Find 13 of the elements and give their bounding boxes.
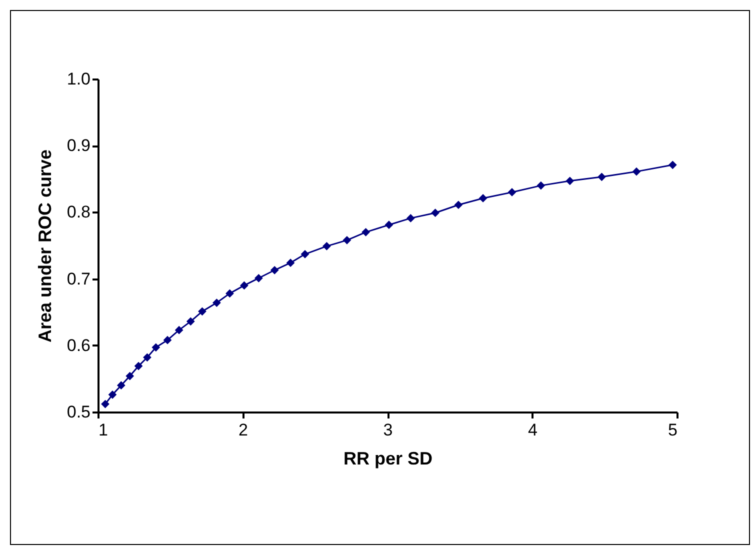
x-tick-label: 3 bbox=[383, 420, 393, 440]
y-tick-label: 0.8 bbox=[66, 202, 90, 222]
y-axis-title: Area under ROC curve bbox=[34, 149, 55, 343]
y-tick-label: 0.5 bbox=[66, 402, 90, 422]
y-tick-label: 1.0 bbox=[66, 70, 90, 88]
x-tick-label: 2 bbox=[238, 420, 248, 440]
x-tick-label: 4 bbox=[528, 420, 538, 440]
y-tick-label: 0.7 bbox=[66, 269, 90, 288]
x-tick-label: 1 bbox=[98, 420, 108, 440]
x-tick-label: 5 bbox=[668, 420, 678, 440]
y-tick-label: 0.9 bbox=[66, 136, 90, 156]
y-tick-label: 0.6 bbox=[66, 336, 90, 355]
x-axis-title: RR per SD bbox=[343, 448, 433, 468]
